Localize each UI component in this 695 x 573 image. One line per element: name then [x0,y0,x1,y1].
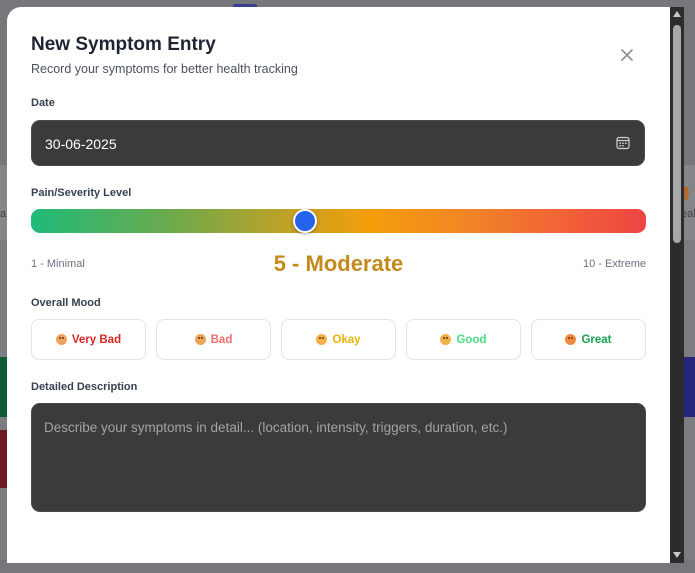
mood-label: Overall Mood [31,297,101,309]
scroll-up-arrow-icon[interactable] [673,11,681,17]
background-text-right: eal [681,208,695,220]
face-great-icon [565,334,577,345]
date-value: 30-06-2025 [45,136,117,152]
background-blue-card [681,357,695,417]
dialog-subtitle: Record your symptoms for better health t… [31,62,298,76]
dialog-title: New Symptom Entry [31,34,216,55]
calendar-icon[interactable] [616,136,630,150]
scroll-down-arrow-icon[interactable] [673,552,681,558]
date-input[interactable]: 30-06-2025 [31,120,645,166]
mood-great-button[interactable]: Great [531,319,646,360]
mood-very-bad-button[interactable]: Very Bad [31,319,146,360]
mood-option-label: Bad [210,333,233,346]
mood-options: Very Bad Bad Okay Good Great [31,319,646,360]
description-placeholder: Describe your symptoms in detail... (loc… [44,420,508,435]
severity-slider[interactable] [31,209,646,233]
close-icon [621,49,633,61]
background-card-left [0,165,8,240]
close-button[interactable] [617,45,637,65]
severity-min-label: 1 - Minimal [31,258,85,270]
face-very-bad-icon [55,334,67,345]
mood-option-label: Okay [332,333,361,346]
scrollbar-thumb[interactable] [673,25,681,243]
background-icon [681,186,689,200]
background-element [233,4,257,8]
face-good-icon [440,334,452,345]
symptom-entry-dialog: New Symptom Entry Record your symptoms f… [7,7,670,563]
severity-max-label: 10 - Extreme [583,258,646,270]
severity-slider-thumb[interactable] [293,209,317,233]
mood-bad-button[interactable]: Bad [156,319,271,360]
severity-label: Pain/Severity Level [31,187,132,199]
background-text-left: a [0,208,7,220]
description-textarea[interactable]: Describe your symptoms in detail... (loc… [31,403,646,512]
face-bad-icon [194,334,206,345]
severity-value: 5 - Moderate [273,251,404,276]
description-label: Detailed Description [31,381,138,393]
face-okay-icon [316,334,328,345]
mood-good-button[interactable]: Good [406,319,521,360]
background-card-right [681,165,695,240]
mood-option-label: Great [581,333,612,346]
background-green-card [0,357,8,417]
mood-option-label: Good [456,333,487,346]
dialog-scrollbar[interactable] [670,7,684,563]
background-red-card [0,430,8,488]
mood-okay-button[interactable]: Okay [281,319,396,360]
date-label: Date [31,97,55,109]
mood-option-label: Very Bad [71,333,122,346]
